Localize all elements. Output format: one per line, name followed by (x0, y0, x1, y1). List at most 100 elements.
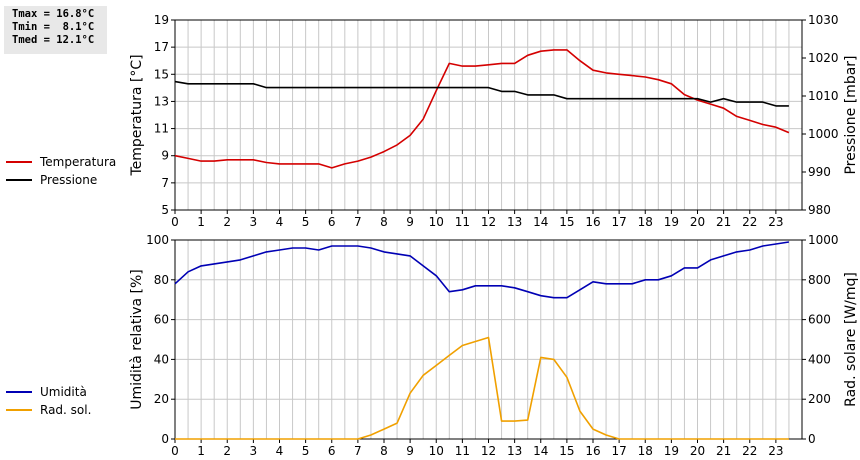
legend-line-rad-sol (6, 409, 32, 411)
x-tick-label: 2 (223, 444, 231, 458)
y2-tick-label: 1020 (808, 51, 839, 65)
x-tick-label: 9 (406, 215, 414, 229)
x-tick-label: 17 (611, 215, 626, 229)
x-tick-label: 11 (455, 215, 470, 229)
x-tick-label: 19 (664, 215, 679, 229)
x-tick-label: 17 (611, 444, 626, 458)
x-tick-label: 23 (768, 215, 783, 229)
x-tick-label: 15 (559, 444, 574, 458)
x-tick-label: 8 (380, 444, 388, 458)
y2-tick-label: 1000 (808, 127, 839, 141)
x-tick-label: 4 (276, 215, 284, 229)
x-tick-label: 20 (690, 444, 705, 458)
tmed-text: Tmed = 12.1°C (12, 34, 95, 46)
x-tick-label: 20 (690, 215, 705, 229)
y-tick-label: 13 (154, 94, 169, 108)
x-tick-label: 5 (302, 215, 310, 229)
x-tick-label: 6 (328, 215, 336, 229)
y2-tick-label: 400 (808, 352, 831, 366)
series-line-pressione (174, 80, 789, 107)
y-tick-label: 80 (154, 273, 169, 287)
x-tick-label: 22 (742, 444, 757, 458)
y2-tick-label: 990 (808, 165, 831, 179)
legend-top: Temperatura Pressione (6, 153, 116, 189)
y2-tick-label: 1010 (808, 89, 839, 103)
y-axis-label-bottom: Umidità relativa [%] (129, 269, 145, 410)
legend-item-temperatura: Temperatura (6, 153, 116, 171)
y-tick-label: 60 (154, 313, 169, 327)
x-tick-label: 10 (429, 444, 444, 458)
stats-box: Tmax = 16.8°C Tmin = 8.1°C Tmed = 12.1°C (4, 6, 107, 54)
x-tick-label: 6 (328, 444, 336, 458)
x-tick-label: 0 (171, 444, 179, 458)
x-tick-label: 13 (507, 215, 522, 229)
x-tick-label: 19 (664, 444, 679, 458)
x-tick-label: 10 (429, 215, 444, 229)
x-tick-label: 0 (171, 215, 179, 229)
x-tick-label: 9 (406, 444, 414, 458)
y2-axis-label-bottom: Rad. solare [W/mq] (843, 272, 859, 407)
x-tick-label: 3 (250, 444, 258, 458)
x-tick-label: 23 (768, 444, 783, 458)
x-tick-label: 1 (197, 444, 205, 458)
x-tick-label: 18 (638, 215, 653, 229)
x-tick-label: 16 (585, 444, 600, 458)
series-line-rad-sol (175, 336, 789, 440)
x-tick-label: 4 (276, 444, 284, 458)
legend-label-temperatura: Temperatura (40, 155, 117, 169)
y-tick-label: 15 (154, 67, 169, 81)
x-tick-label: 7 (354, 215, 362, 229)
x-tick-label: 7 (354, 444, 362, 458)
legend-label-rad-sol: Rad. sol. (40, 403, 92, 417)
y-tick-label: 40 (154, 352, 169, 366)
legend-item-rad-sol: Rad. sol. (6, 401, 91, 419)
legend-label-umidita: Umidità (40, 385, 87, 399)
series-line-umidit (174, 241, 790, 299)
x-tick-label: 21 (716, 215, 731, 229)
y2-tick-label: 800 (808, 273, 831, 287)
x-tick-label: 12 (481, 444, 496, 458)
x-tick-label: 11 (455, 444, 470, 458)
y-tick-label: 11 (154, 122, 169, 136)
y-tick-label: 7 (161, 176, 169, 190)
y2-axis-label-top: Pressione [mbar] (843, 55, 859, 174)
legend-label-pressione: Pressione (40, 173, 98, 187)
y-tick-label: 9 (161, 149, 169, 163)
x-tick-label: 12 (481, 215, 496, 229)
y-tick-label: 17 (154, 40, 169, 54)
x-tick-label: 18 (638, 444, 653, 458)
y2-tick-label: 200 (808, 392, 831, 406)
x-tick-label: 15 (559, 215, 574, 229)
x-tick-label: 14 (533, 215, 548, 229)
y-tick-label: 100 (146, 233, 169, 247)
x-tick-label: 2 (223, 215, 231, 229)
y-tick-label: 19 (154, 13, 169, 27)
x-tick-label: 1 (197, 215, 205, 229)
y2-tick-label: 1030 (808, 13, 839, 27)
x-tick-label: 21 (716, 444, 731, 458)
series-line-temperatura (174, 49, 790, 169)
y-tick-label: 20 (154, 392, 169, 406)
x-tick-label: 5 (302, 444, 310, 458)
y2-tick-label: 600 (808, 313, 831, 327)
y-axis-label-top: Temperatura [°C] (129, 54, 145, 176)
y2-tick-label: 1000 (808, 233, 839, 247)
legend-line-temperatura (6, 161, 32, 163)
y-tick-label: 5 (161, 203, 169, 217)
legend-line-umidita (6, 391, 32, 393)
tmax-text: Tmax = 16.8°C (12, 8, 95, 20)
x-tick-label: 3 (250, 215, 258, 229)
x-tick-label: 16 (585, 215, 600, 229)
y2-tick-label: 980 (808, 203, 831, 217)
x-tick-label: 14 (533, 444, 548, 458)
x-tick-label: 8 (380, 215, 388, 229)
legend-item-pressione: Pressione (6, 171, 116, 189)
y2-tick-label: 0 (808, 432, 816, 446)
x-tick-label: 13 (507, 444, 522, 458)
tmin-text: Tmin = 8.1°C (12, 21, 95, 33)
y-tick-label: 0 (161, 432, 169, 446)
legend-item-umidita: Umidità (6, 383, 91, 401)
legend-line-pressione (6, 179, 32, 181)
x-tick-label: 22 (742, 215, 757, 229)
